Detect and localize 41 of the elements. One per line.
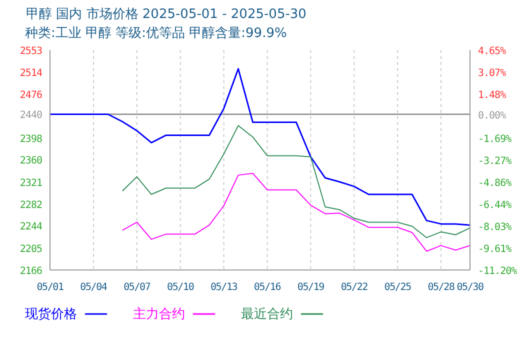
chart-subtitle: 种类:工业 甲醇 等级:优等品 甲醇含量:99.9% bbox=[25, 25, 287, 42]
line-series bbox=[50, 68, 470, 226]
y-tick-label: 2398 bbox=[20, 134, 42, 146]
x-tick-label: 05/30 bbox=[456, 282, 484, 293]
x-tick-label: 05/28 bbox=[428, 282, 456, 293]
x-tick-label: 05/13 bbox=[210, 282, 238, 293]
y-tick-label: 2553 bbox=[20, 46, 42, 57]
y-tick-label: 2360 bbox=[20, 156, 42, 167]
y-tick-label: 2476 bbox=[20, 90, 42, 101]
y-tick-label: 2282 bbox=[20, 200, 42, 212]
legend-label: 现货价格 bbox=[25, 306, 77, 323]
y2-tick-label: -11.20% bbox=[478, 266, 518, 277]
x-tick-label: 05/07 bbox=[124, 282, 151, 293]
x-tick-label: 05/16 bbox=[254, 282, 282, 293]
y2-tick-label: -6.44% bbox=[478, 200, 512, 211]
y2-tick-label: -8.03% bbox=[478, 222, 512, 233]
y-tick-label: 2321 bbox=[20, 178, 42, 189]
y-tick-label: 2440 bbox=[20, 110, 42, 122]
y-tick-label: 2205 bbox=[20, 244, 42, 255]
y2-tick-label: -9.61% bbox=[478, 244, 512, 255]
chart-title: 甲醇 国内 市场价格 2025-05-01 - 2025-05-30 bbox=[26, 6, 306, 23]
x-tick-label: 05/10 bbox=[167, 282, 194, 293]
x-tick-label: 05/19 bbox=[297, 282, 325, 293]
y-tick-label: 2514 bbox=[20, 68, 42, 80]
y2-tick-label: -4.86% bbox=[478, 178, 512, 189]
line-series bbox=[122, 125, 470, 238]
y-tick-label: 2166 bbox=[20, 266, 42, 277]
x-tick-label: 05/22 bbox=[340, 282, 368, 293]
legend-label: 主力合约 bbox=[133, 306, 185, 323]
y2-tick-label: 3.07% bbox=[478, 68, 506, 79]
legend-label: 最近合约 bbox=[241, 306, 293, 323]
x-tick-label: 05/25 bbox=[384, 282, 412, 293]
y2-tick-label: 1.48% bbox=[478, 90, 506, 101]
y2-tick-label: -1.69% bbox=[478, 134, 512, 145]
y2-tick-label: 4.65% bbox=[478, 46, 506, 57]
y2-tick-label: 0.00% bbox=[478, 110, 506, 122]
line-series bbox=[122, 172, 470, 252]
x-tick-label: 05/01 bbox=[36, 282, 64, 293]
y-tick-label: 2244 bbox=[20, 222, 42, 233]
y2-tick-label: -3.27% bbox=[478, 156, 512, 167]
x-tick-label: 05/04 bbox=[80, 282, 108, 293]
